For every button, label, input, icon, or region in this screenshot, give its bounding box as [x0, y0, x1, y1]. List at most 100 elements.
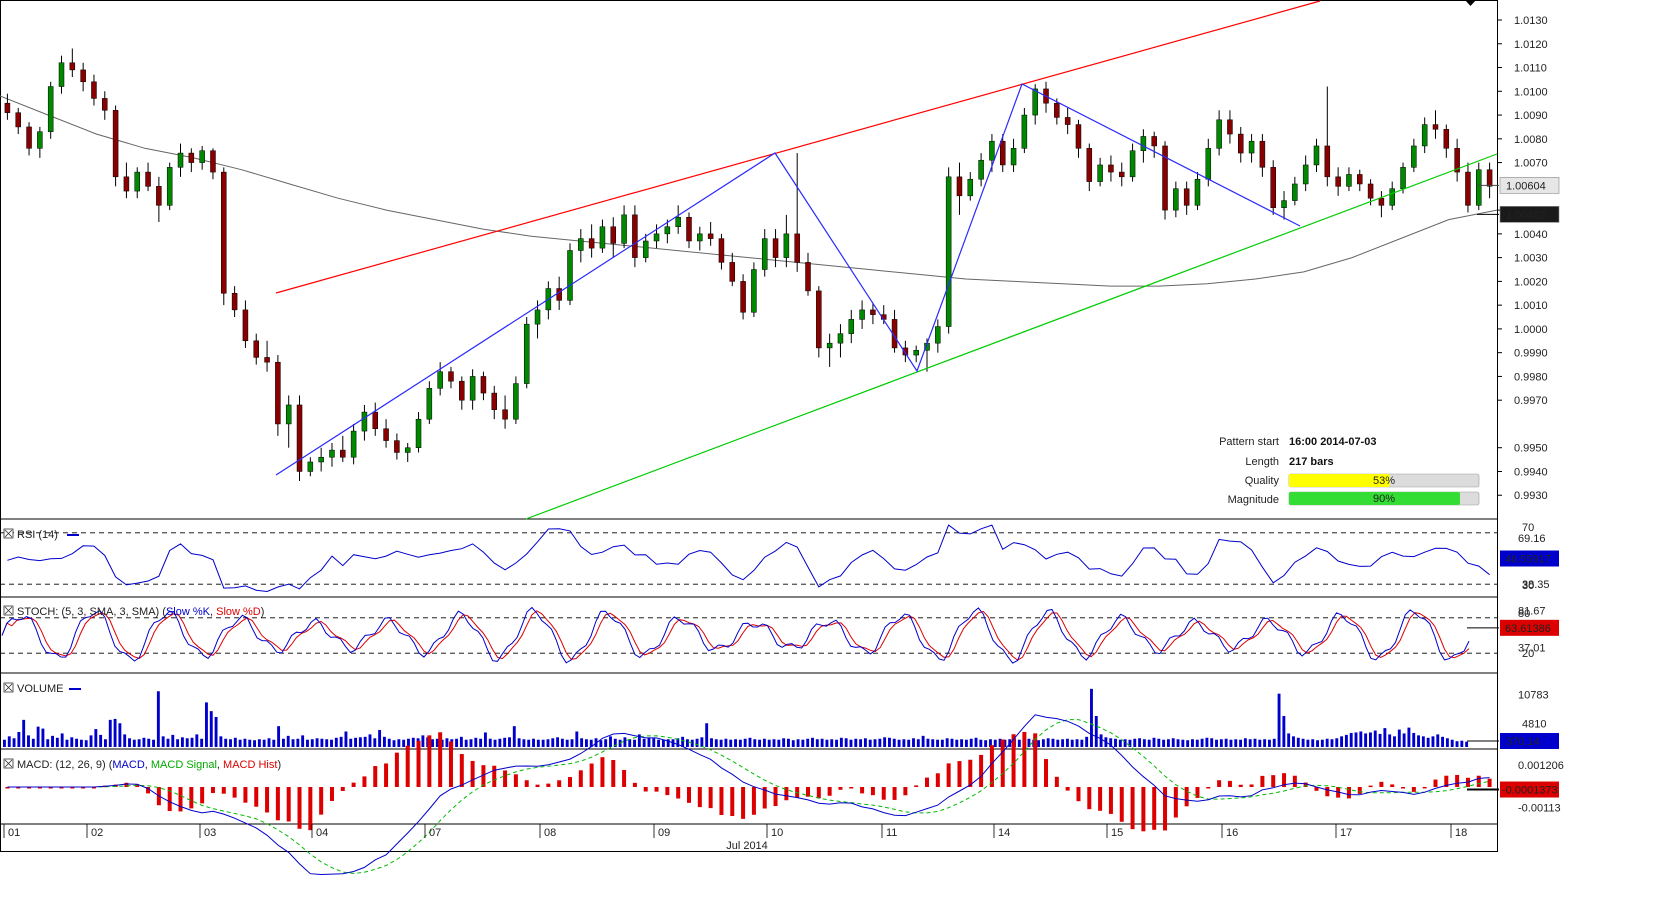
volume-bar — [262, 739, 266, 747]
scroll-marker-icon[interactable] — [1465, 0, 1476, 6]
volume-bar — [1109, 738, 1113, 747]
volume-bar — [137, 739, 141, 747]
volume-bar — [921, 735, 925, 747]
moving-average-line — [0, 95, 1498, 287]
macd-hist-bar — [1011, 734, 1016, 787]
volume-header: VOLUME — [3, 682, 81, 695]
volume-bar — [1224, 738, 1228, 747]
candle-down — [956, 176, 963, 197]
volume-bar — [527, 739, 531, 747]
volume-bar — [310, 739, 314, 747]
volume-bar — [1094, 715, 1098, 747]
volume-bar — [1388, 734, 1392, 747]
volume-bar — [99, 734, 103, 747]
macd-signal-label: MACD Signal — [151, 759, 217, 771]
macd-hist-bar — [1022, 731, 1027, 787]
candle-up — [567, 250, 573, 301]
candle-down — [740, 281, 746, 313]
macd-value: -0.0001373 — [1502, 785, 1558, 797]
macd-hist-bar — [860, 787, 865, 794]
rsi-close-icon-glyph — [4, 529, 13, 538]
volume-bar — [1248, 739, 1252, 747]
volume-bar — [75, 738, 79, 747]
candle-down — [1486, 169, 1493, 187]
volume-bar — [993, 739, 997, 747]
macd-hist-bar — [1422, 786, 1427, 789]
volume-bar — [609, 736, 612, 747]
candle-up — [437, 371, 443, 389]
volume-bar — [108, 719, 112, 747]
volume-bar — [238, 739, 242, 747]
volume-bar — [811, 737, 814, 747]
stoch-close-icon-glyph — [4, 606, 13, 615]
macd-hist-bar — [513, 774, 518, 787]
macd-hist-bar — [221, 787, 226, 794]
macd-hist-bar — [632, 782, 637, 787]
macd-hist-bar — [1130, 787, 1135, 830]
macd-hist-bar — [773, 787, 778, 807]
volume-bar — [363, 736, 367, 747]
macd-hist-bar — [946, 763, 951, 787]
candle-up — [1129, 150, 1136, 178]
volume-bar — [743, 738, 747, 747]
candle-up — [1292, 183, 1298, 201]
volume-bar — [1311, 739, 1315, 747]
volume-bar — [685, 739, 689, 747]
candle-down — [1086, 148, 1093, 182]
price-label-value: 1.00482 — [1506, 209, 1546, 221]
macd-hist-bar — [1379, 781, 1384, 787]
macd-hist-bar — [438, 732, 443, 787]
volume-bar — [421, 735, 425, 747]
candle-down — [80, 69, 86, 83]
candle-down — [1259, 140, 1266, 168]
macd-hist-bar — [340, 787, 345, 791]
volume-bar — [455, 738, 459, 747]
macd-hist-bar — [1346, 787, 1351, 799]
date-tick-label: 14 — [998, 827, 1010, 839]
macd-hist-bar — [1401, 787, 1406, 789]
candle-up — [1411, 145, 1417, 168]
volume-bar — [960, 739, 964, 747]
price-tick-label: 1.0000 — [1514, 324, 1548, 336]
volume-bar — [839, 737, 843, 747]
volume-bar — [253, 740, 256, 747]
price-tick-label: 1.0010 — [1514, 300, 1548, 312]
candle-up — [1216, 119, 1222, 149]
month-label: Jul 2014 — [726, 840, 768, 852]
macd-hist-bar — [1141, 787, 1146, 832]
stoch-k-line — [1, 606, 1470, 664]
volume-bar — [1277, 693, 1281, 747]
candle-up — [513, 383, 519, 420]
volume-bar — [1378, 733, 1382, 747]
volume-bar — [546, 739, 550, 747]
candle-down — [15, 112, 21, 128]
macd-hist-bar — [989, 745, 994, 787]
stoch-k-label: Slow %K — [166, 606, 211, 618]
volume-bar — [1402, 733, 1406, 747]
volume-bar — [1465, 741, 1469, 747]
date-tick-label: 17 — [1340, 827, 1352, 839]
macd-header: MACD: (12, 26, 9) (MACD, MACD Signal, MA… — [3, 758, 281, 771]
price-tick-label: 0.9990 — [1514, 348, 1548, 360]
volume-bar — [84, 740, 88, 747]
volume-bar — [599, 740, 603, 747]
volume-bar — [1455, 741, 1459, 747]
macd-hist-bar — [48, 787, 53, 789]
length-value: 217 bars — [1289, 456, 1334, 468]
candle-down — [1454, 148, 1460, 173]
volume-bar — [777, 739, 781, 747]
volume-bar — [1017, 739, 1021, 747]
volume-bar — [878, 738, 882, 747]
volume-bar — [469, 739, 473, 747]
volume-bar — [180, 737, 184, 747]
volume-bar — [483, 732, 487, 747]
volume-bar — [724, 738, 728, 747]
macd-hist-bar — [459, 754, 464, 787]
macd-hist-bar — [373, 766, 378, 787]
macd-hist-bar — [1314, 787, 1319, 791]
volume-bar — [1354, 732, 1358, 747]
volume-bar — [613, 738, 617, 747]
candle-down — [1064, 117, 1071, 125]
candle-up — [783, 233, 790, 258]
candle-down — [816, 290, 822, 349]
